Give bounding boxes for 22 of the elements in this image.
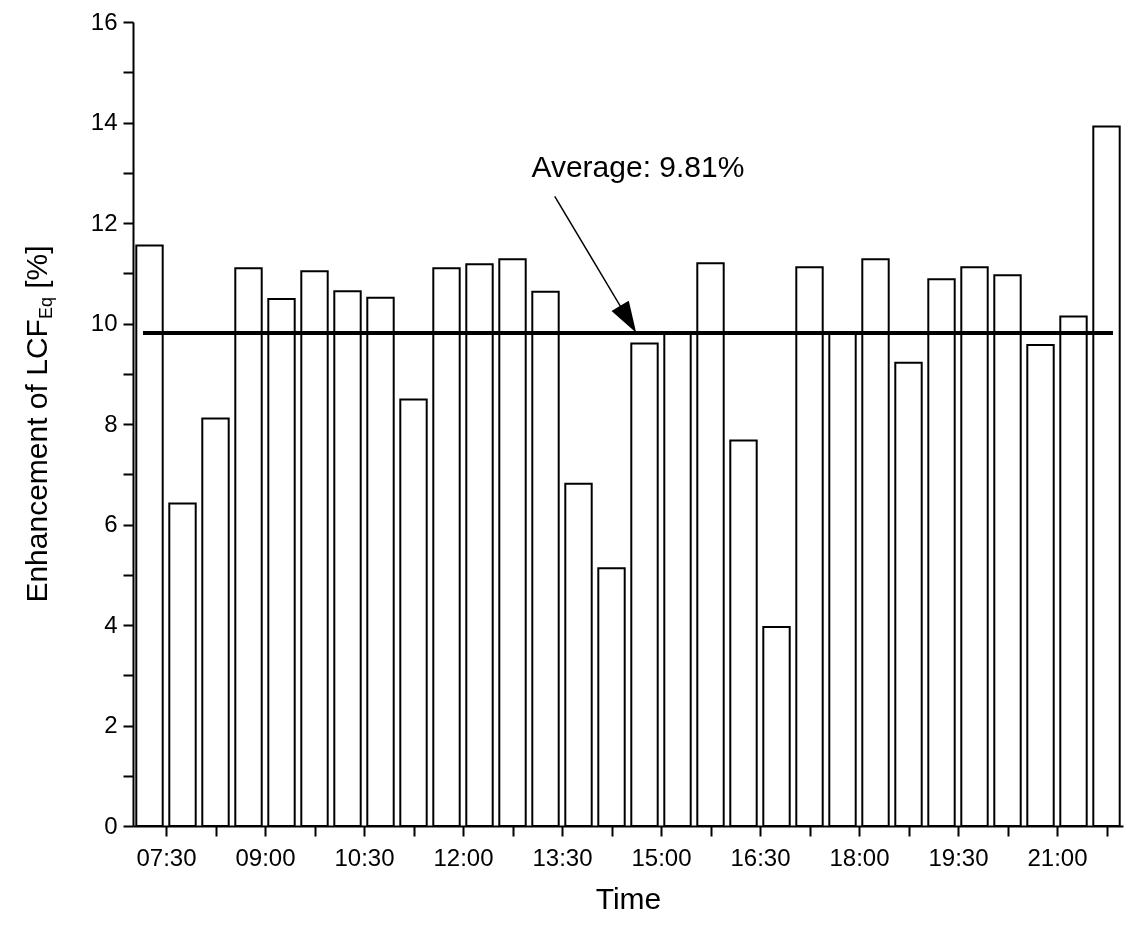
ref-line-label: Average: 9.81%: [531, 150, 745, 184]
y-tick-label: 4: [104, 610, 118, 638]
y-tick-label: 16: [90, 7, 118, 35]
y-tick-label: 8: [104, 409, 118, 437]
y-tick-label: 12: [90, 208, 118, 236]
x-tick-label: 21:00: [1027, 843, 1088, 871]
x-tick-label: 16:30: [730, 843, 791, 871]
x-tick-label: 09:00: [235, 843, 296, 871]
y-tick-label: 14: [90, 108, 118, 135]
x-axis-title: Time: [595, 881, 662, 915]
y-tick-label: 2: [104, 711, 118, 738]
y-tick-label: 0: [104, 811, 118, 839]
x-tick-label: 07:30: [136, 843, 197, 871]
x-tick-label: 19:30: [928, 843, 989, 871]
x-tick-label: 12:00: [433, 843, 494, 871]
x-tick-label: 18:00: [829, 843, 890, 871]
x-tick-label: 15:00: [631, 843, 692, 871]
y-tick-label: 6: [104, 510, 118, 537]
x-tick-label: 13:30: [532, 843, 593, 871]
y-axis-title: Enhancement of LCFEq [%]: [20, 245, 56, 603]
y-tick-label: 10: [90, 309, 118, 336]
x-tick-label: 10:30: [334, 843, 395, 871]
